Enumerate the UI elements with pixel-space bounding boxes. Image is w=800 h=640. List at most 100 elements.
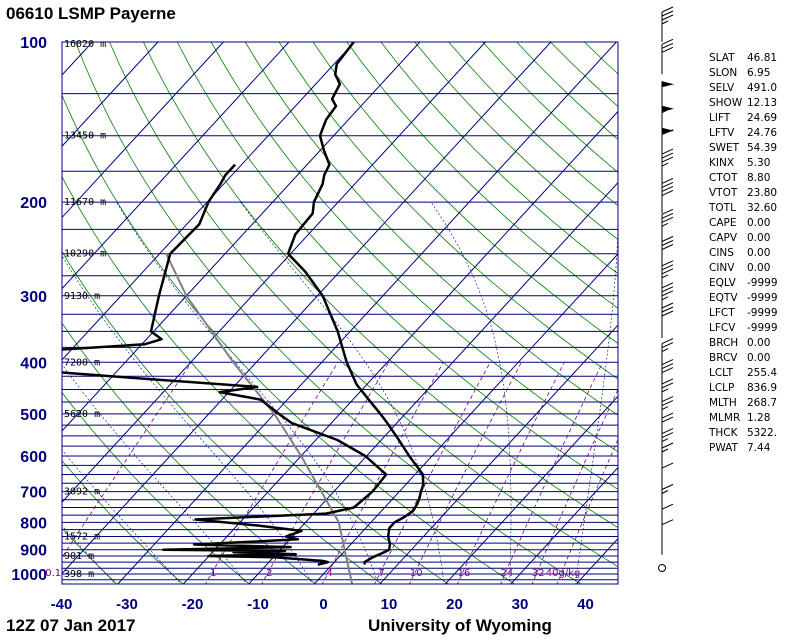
index-value: 32.60 [747, 202, 778, 214]
wind-barb-full [661, 177, 674, 184]
index-name: LIFT [709, 112, 731, 124]
isotherm-line [62, 42, 290, 290]
wind-barb-full [661, 212, 674, 219]
wind-barb [661, 127, 674, 158]
wind-barb-full [661, 185, 674, 192]
mixing-ratio-labels: 0.1 1 2 4 7 10 16 24 32 40g/kg [45, 568, 580, 579]
index-row: TOTL 32.60 [709, 201, 778, 216]
wind-barb-half [661, 448, 669, 453]
wind-barb-full [661, 42, 674, 49]
wind-barb [661, 236, 674, 272]
index-name: LCLP [709, 382, 735, 394]
mixing-ratio-label: 40g/kg [546, 568, 581, 579]
height-label: 398 m [64, 569, 94, 580]
wind-barb-full [661, 382, 674, 389]
index-row: THCK 5322. [709, 426, 778, 441]
index-row: EQLV -9999 [709, 276, 778, 291]
isotherm-line [62, 42, 355, 361]
index-name: CAPV [709, 232, 738, 244]
wind-barb-half [661, 438, 669, 443]
height-label: 5620 m [64, 409, 100, 420]
adiabat-lines [62, 42, 618, 584]
height-label: 13450 m [64, 131, 106, 142]
index-name: EQTV [709, 292, 738, 304]
height-label: 10290 m [64, 249, 106, 260]
index-value: 0.00 [747, 352, 771, 364]
mixing-ratio-label: 4 [326, 568, 332, 579]
temperature-tick-label: 20 [446, 596, 463, 613]
index-value: 255.4 [747, 367, 778, 379]
moist-adiabat-line [430, 201, 512, 584]
pressure-tick-label: 600 [20, 449, 47, 466]
index-row: BRCV 0.00 [709, 351, 778, 366]
index-name: SWET [709, 142, 740, 154]
wind-barb-full [661, 378, 674, 385]
index-name: LCLT [709, 367, 733, 379]
wind-barb-full [661, 290, 674, 297]
pressure-tick-label: 700 [20, 485, 47, 502]
index-name: KINX [709, 157, 735, 169]
pressure-tick-label: 900 [20, 543, 47, 560]
index-value: 24.76 [747, 127, 778, 139]
index-value: -9999 [747, 277, 778, 289]
parcel-path [165, 253, 354, 584]
wind-barb-full [661, 152, 674, 159]
wind-barb-full [661, 38, 674, 45]
index-name: BRCV [709, 352, 738, 364]
isotherm-line [62, 42, 486, 503]
isotherm-line [62, 42, 159, 147]
wind-barb-full [661, 236, 674, 242]
wind-barb-full [661, 432, 674, 439]
index-row: MLMR 1.28 [709, 411, 778, 426]
index-name: BRCH [709, 337, 739, 349]
isotherm-line [62, 42, 224, 219]
wind-barb-half [661, 296, 669, 301]
index-name: PWAT [709, 442, 738, 454]
isotherm-line [379, 324, 618, 584]
index-name: EQLV [709, 277, 736, 289]
index-name: MLMR [709, 412, 741, 424]
temperature-line [286, 42, 425, 565]
plot-frame [61, 41, 619, 585]
index-value: -9999 [747, 307, 778, 319]
isotherm-line [117, 42, 617, 584]
isotherm-line [510, 466, 618, 584]
index-row: CINV 0.00 [709, 261, 778, 276]
wind-barb [661, 428, 674, 464]
index-name: CINV [709, 262, 735, 274]
dry-adiabat-line [176, 42, 618, 490]
wind-barb-half [661, 406, 669, 411]
dry-adiabat-line [143, 42, 618, 529]
dry-adiabat-line [244, 42, 618, 416]
wind-barb-full [661, 244, 674, 250]
wind-barb-half [661, 109, 669, 114]
temperature-tick-label: -40 [51, 596, 73, 613]
wind-barb-full [661, 282, 674, 289]
index-value: 0.00 [747, 232, 771, 244]
index-row: CTOT 8.80 [709, 171, 778, 186]
temperature-axis-labels: -40 -30 -20 -10 0 10 20 30 40 [51, 596, 594, 613]
index-value: 491.0 [747, 82, 778, 94]
isotherm-line [182, 110, 618, 584]
isotherm-line [313, 253, 618, 584]
dry-adiabat-line [62, 175, 449, 584]
index-name: LFTV [709, 127, 735, 139]
wind-barb-full [661, 216, 674, 223]
wind-barb-full [661, 442, 674, 449]
index-value: 54.39 [747, 142, 778, 154]
wind-barb-full [661, 400, 674, 407]
temperature-tick-label: 10 [381, 596, 398, 613]
mixing-ratio-label: 10 [410, 568, 423, 579]
index-name: THCK [709, 427, 738, 439]
isotherm-line [62, 42, 93, 76]
mixing-ratio-label: 2 [266, 568, 272, 579]
pressure-tick-label: 100 [20, 35, 47, 52]
index-row: PWAT 7.44 [709, 441, 778, 456]
temperature-tick-label: 0 [319, 596, 327, 613]
wind-barb-full [661, 129, 674, 136]
mixing-ratio-line [500, 362, 604, 584]
wind-barb-full [661, 46, 674, 53]
dry-adiabat-line [312, 42, 618, 344]
height-label: 1572 m [64, 532, 100, 543]
wind-barb-full [661, 306, 674, 313]
